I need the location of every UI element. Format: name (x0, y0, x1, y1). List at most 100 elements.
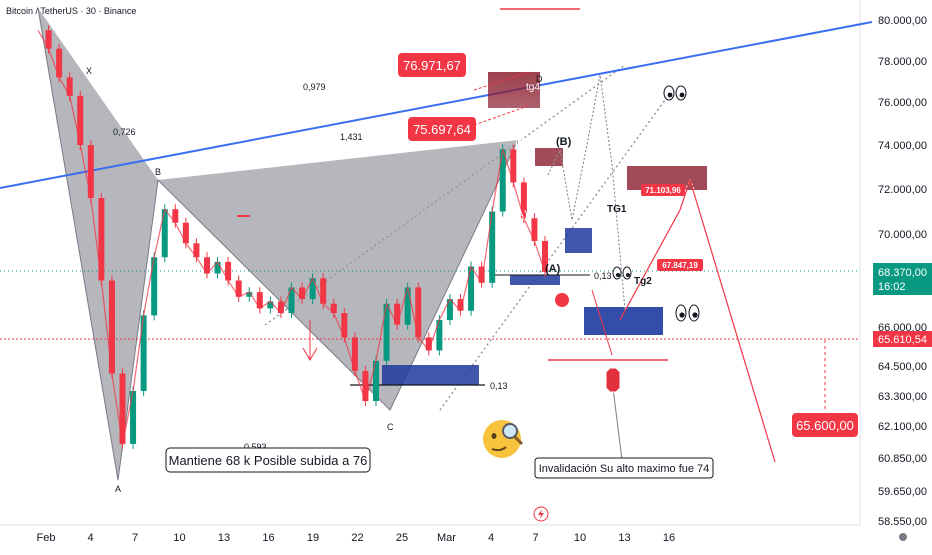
bullish-zone-1 (565, 228, 592, 253)
y-tick-label: 64.500,00 (878, 361, 927, 373)
x-tick-label: 10 (173, 532, 185, 544)
candle (77, 95, 84, 145)
target-tag-bg (641, 184, 685, 196)
tradingview-logo-icon[interactable] (899, 533, 907, 541)
callout-bg (398, 53, 466, 77)
candle (45, 30, 52, 49)
lightning-icon[interactable] (533, 506, 549, 522)
fib-ratio: 1,431 (340, 132, 363, 142)
candle (299, 287, 306, 300)
y-axis[interactable]: 80.000,00 78.000,00 76.000,00 74.000,00 72.0… (878, 15, 927, 528)
point-x: X (86, 66, 92, 76)
projection-grey-dotted (547, 74, 626, 311)
y-tick-label: 74.000,00 (878, 140, 927, 152)
wave-label: TG1 (607, 204, 627, 215)
y-tick-label: 62.100,00 (878, 421, 927, 433)
fib-ratio: 0,13 (490, 381, 508, 391)
candle (478, 266, 485, 283)
candle (446, 299, 453, 321)
candle (330, 303, 337, 314)
x-tick-label: 7 (132, 532, 138, 544)
callout-bg (792, 413, 858, 437)
candle (246, 292, 253, 297)
candle (404, 287, 411, 325)
candle (309, 278, 316, 300)
eyes-icon (663, 85, 687, 101)
annotation-box-invalidacion (534, 457, 714, 479)
eyes-icon (675, 304, 700, 322)
candle (320, 278, 327, 304)
candle (161, 209, 168, 258)
stop-marker (555, 293, 569, 307)
candle (531, 218, 538, 241)
candle (383, 303, 390, 361)
point-c: C (387, 422, 394, 432)
blue-trendline (0, 21, 873, 189)
callout-leader-2 (473, 105, 529, 126)
candle (351, 337, 358, 371)
candle (520, 182, 527, 219)
candle (98, 198, 105, 281)
candle (182, 222, 189, 244)
moving-average-line (37, 30, 546, 445)
y-tick-label: 60.850,00 (878, 453, 927, 465)
candle (256, 292, 263, 309)
candle (87, 145, 94, 198)
x-tick-label: 4 (87, 532, 93, 544)
annotation-box-mantiene (165, 447, 371, 473)
candle (130, 391, 137, 444)
callout-price: 76.971,67 (403, 58, 461, 73)
eyes-icon (612, 266, 632, 280)
current-price-value: 68.370,00 (878, 267, 927, 279)
x-tick-label: 19 (307, 532, 319, 544)
current-price-time: 16:02 (878, 281, 906, 293)
x-tick-label: 13 (618, 532, 630, 544)
candle (235, 280, 242, 297)
candle (341, 313, 348, 338)
bearish-zone-b (535, 148, 563, 166)
x-tick-label: Mar (437, 532, 456, 544)
projection-drop (591, 289, 613, 356)
bullish-zone-4 (382, 365, 479, 385)
candle (140, 315, 147, 391)
annotation-invalidacion: Invalidación Su alto maximo fue 74 (539, 463, 710, 475)
target-tag: 71.103,96 (645, 186, 681, 195)
candle (225, 261, 232, 281)
x-tick-label: 10 (574, 532, 586, 544)
stop-sign-icon (605, 367, 621, 393)
candle (415, 287, 422, 338)
y-tick-label: 70.000,00 (878, 229, 927, 241)
fib-ratio: 0,979 (303, 82, 326, 92)
wave-label: Tg2 (634, 276, 652, 287)
wave-label: (A) (545, 263, 561, 275)
callout-price: 75.697,64 (413, 122, 471, 137)
candle (510, 149, 517, 183)
y-tick-label: 78.000,00 (878, 56, 927, 68)
symbol-title[interactable]: Bitcoin / TetherUS · 30 · Binance (6, 6, 136, 16)
projection-bullish (619, 179, 691, 321)
candle (214, 261, 221, 274)
candle (193, 243, 200, 258)
y-tick-label: 80.000,00 (878, 15, 927, 27)
candle (394, 303, 401, 325)
y-tick-label: 58.550,00 (878, 516, 927, 528)
candle (457, 299, 464, 311)
thinking-face-icon (483, 420, 524, 458)
y-tick-label: 63.300,00 (878, 391, 927, 403)
target-tag: 67.847,19 (662, 261, 698, 270)
point-d: D (536, 74, 543, 84)
projection-bearish (689, 179, 776, 463)
harmonic-triangle-xab (38, 8, 158, 480)
y-tick-label: 72.000,00 (878, 184, 927, 196)
candle (499, 149, 506, 212)
x-tick-label: 4 (488, 532, 494, 544)
y-tick-label: 59.650,00 (878, 486, 927, 498)
x-tick-label: 25 (396, 532, 408, 544)
x-axis[interactable]: Feb 4 7 10 13 16 19 22 25 Mar 4 7 10 13 16 (37, 532, 676, 544)
bullish-zone-3 (584, 307, 663, 335)
candle (204, 257, 210, 274)
candle (468, 266, 475, 311)
dotted-channel-lower (439, 99, 666, 411)
fib-ratio: 0,726 (113, 127, 136, 137)
